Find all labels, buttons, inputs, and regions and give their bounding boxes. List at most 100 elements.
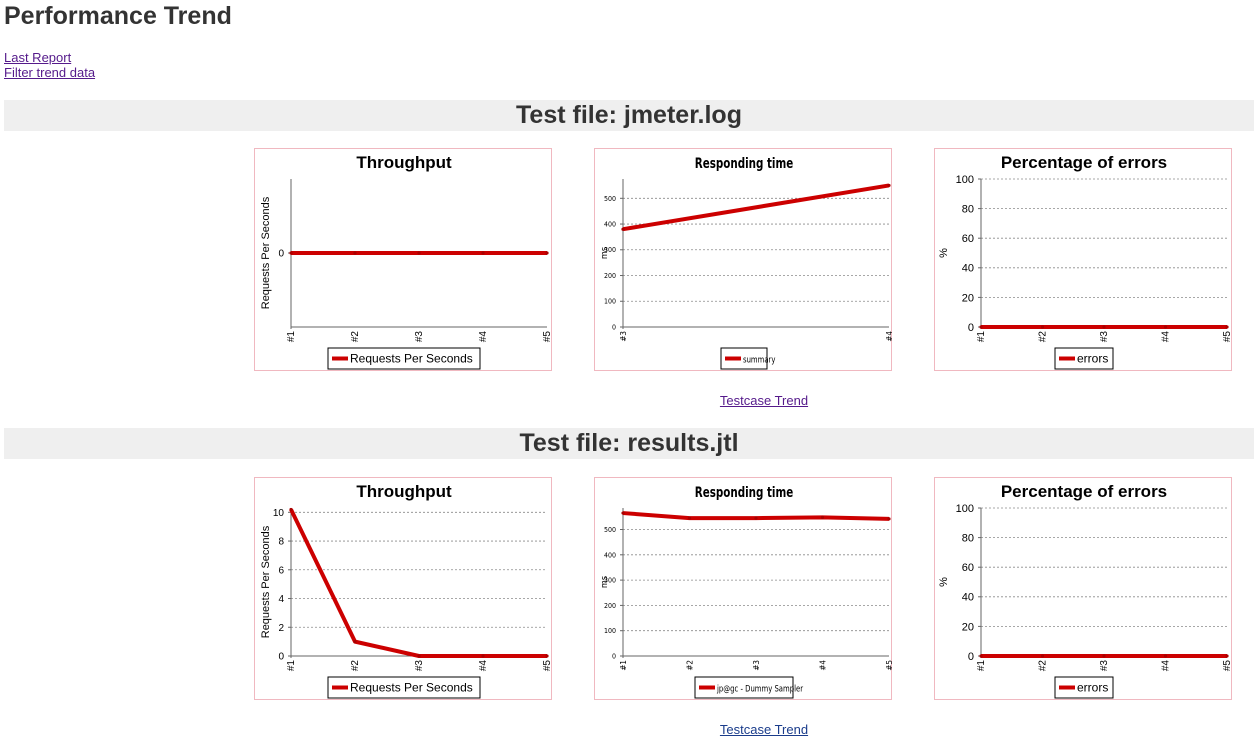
y-tick-label: 20	[962, 621, 974, 633]
y-axis-label: %	[938, 577, 950, 587]
data-point	[1040, 654, 1045, 658]
data-point	[1225, 325, 1229, 329]
data-point	[289, 251, 293, 255]
throughput-chart-jmeter-log: Throughput 0 #1 #2 #3 #4 #5 Requests Per Second…	[254, 148, 553, 371]
section-header-jmeter-log: Test file: jmeter.log	[4, 100, 1254, 131]
legend-label: errors	[1077, 681, 1108, 695]
legend-box	[694, 676, 794, 699]
y-tick-label: 100	[956, 503, 974, 515]
y-tick-label: 300	[604, 246, 616, 254]
x-tick-label: #2	[350, 331, 361, 343]
y-tick-label: 8	[278, 537, 284, 548]
y-tick-label: 60	[962, 562, 974, 574]
responding-time-chart-jmeter-log: Responding time 0 100 200 300 400 500 #3 #4 ms sum…	[594, 148, 893, 371]
y-tick-label: 300	[604, 577, 616, 585]
series-line	[289, 508, 547, 658]
chart-title: Responding time	[695, 485, 794, 501]
x-tick-label: #4	[478, 331, 489, 343]
x-tick-label: #5	[542, 660, 553, 672]
y-tick-label: 10	[273, 508, 285, 519]
data-point	[289, 507, 293, 512]
data-point	[417, 654, 421, 658]
data-point	[1102, 654, 1106, 658]
errors-chart-results-jtl: Percentage of errors 0 20 40 60 80 100 #1 #2 #3 #4…	[934, 477, 1233, 700]
x-tick-label: #1	[286, 331, 297, 343]
y-axis-label: Requests Per Seconds	[260, 525, 272, 638]
y-tick-label: 2	[278, 623, 284, 634]
data-point	[621, 227, 625, 231]
x-tick-label: #3	[1099, 660, 1110, 672]
y-tick-label: 60	[962, 233, 974, 245]
y-tick-label: 0	[278, 249, 284, 260]
x-tick-label: #4	[478, 660, 489, 672]
x-tick-label: #1	[619, 660, 628, 671]
data-point	[820, 515, 825, 519]
y-tick-label: 4	[278, 594, 284, 605]
y-tick-label: 0	[278, 652, 284, 663]
data-point	[545, 251, 549, 255]
y-tick-label: 80	[962, 203, 974, 215]
x-tick-label: #1	[286, 660, 297, 672]
data-point	[754, 516, 758, 520]
x-tick-label: #3	[414, 331, 425, 343]
x-tick-label: #5	[1222, 660, 1233, 672]
y-tick-label: 100	[956, 174, 974, 186]
legend-label: Requests Per Seconds	[350, 352, 473, 366]
x-tick-label: #3	[619, 331, 628, 342]
data-point	[481, 654, 485, 658]
responding-time-chart-results-jtl: Responding time 0 100 200 300 400 500 #1 #2 #3 #4 #…	[594, 477, 893, 700]
x-tick-label: #2	[1038, 331, 1049, 343]
legend-box	[327, 347, 481, 370]
y-tick-label: 80	[962, 532, 974, 544]
x-tick-label: #3	[752, 660, 761, 671]
x-tick-label: #4	[885, 331, 893, 342]
y-tick-label: 500	[604, 195, 616, 203]
data-point	[481, 251, 485, 255]
y-tick-label: 20	[962, 292, 974, 304]
data-point	[887, 517, 891, 521]
y-tick-label: 6	[278, 565, 284, 576]
legend-box	[720, 347, 768, 370]
data-point	[1040, 325, 1045, 329]
filter-trend-data-link[interactable]: Filter trend data	[4, 65, 96, 80]
testcase-trend-link-results-jtl[interactable]: Testcase Trend	[719, 722, 809, 737]
errors-chart-jmeter-log: Percentage of errors 0 20 40 60 80 100 #1 #2 #3 #4…	[934, 148, 1233, 371]
legend-label: Requests Per Seconds	[350, 681, 473, 695]
x-tick-label: #5	[885, 660, 893, 671]
x-tick-label: #1	[976, 660, 987, 672]
y-axis-label: ms	[600, 247, 610, 259]
data-point	[1102, 325, 1106, 329]
data-point	[353, 251, 357, 255]
legend-box	[1054, 347, 1114, 370]
y-tick-label: 40	[962, 592, 974, 604]
data-point	[887, 183, 891, 188]
y-tick-label: 200	[604, 602, 616, 610]
section-header-results-jtl: Test file: results.jtl	[4, 428, 1254, 459]
x-tick-label: #3	[414, 660, 425, 672]
y-tick-label: 100	[604, 627, 616, 635]
x-tick-label: #4	[1161, 660, 1172, 672]
testcase-trend-link-jmeter-log[interactable]: Testcase Trend	[719, 393, 809, 408]
y-tick-label: 0	[612, 323, 616, 331]
x-tick-label: #1	[976, 331, 987, 343]
x-tick-label: #2	[686, 660, 695, 671]
data-point	[621, 511, 625, 515]
chart-title: Percentage of errors	[1001, 482, 1167, 501]
data-point	[979, 654, 983, 658]
data-point	[687, 516, 692, 520]
legend-label: jp@gc - Dummy Sampler	[716, 683, 804, 694]
last-report-link[interactable]: Last Report	[4, 50, 72, 65]
x-tick-label: #5	[1222, 331, 1233, 343]
chart-title: Throughput	[356, 153, 452, 172]
x-tick-label: #2	[350, 660, 361, 672]
y-tick-label: 200	[604, 272, 616, 280]
data-point	[1225, 654, 1229, 658]
data-point	[545, 654, 549, 658]
y-tick-label: 500	[604, 526, 616, 534]
y-tick-label: 0	[968, 651, 974, 663]
y-tick-label: 400	[604, 551, 616, 559]
x-tick-label: #3	[1099, 331, 1110, 343]
data-point	[1163, 654, 1168, 658]
y-axis-label: Requests Per Seconds	[260, 196, 272, 309]
y-tick-label: 40	[962, 263, 974, 275]
